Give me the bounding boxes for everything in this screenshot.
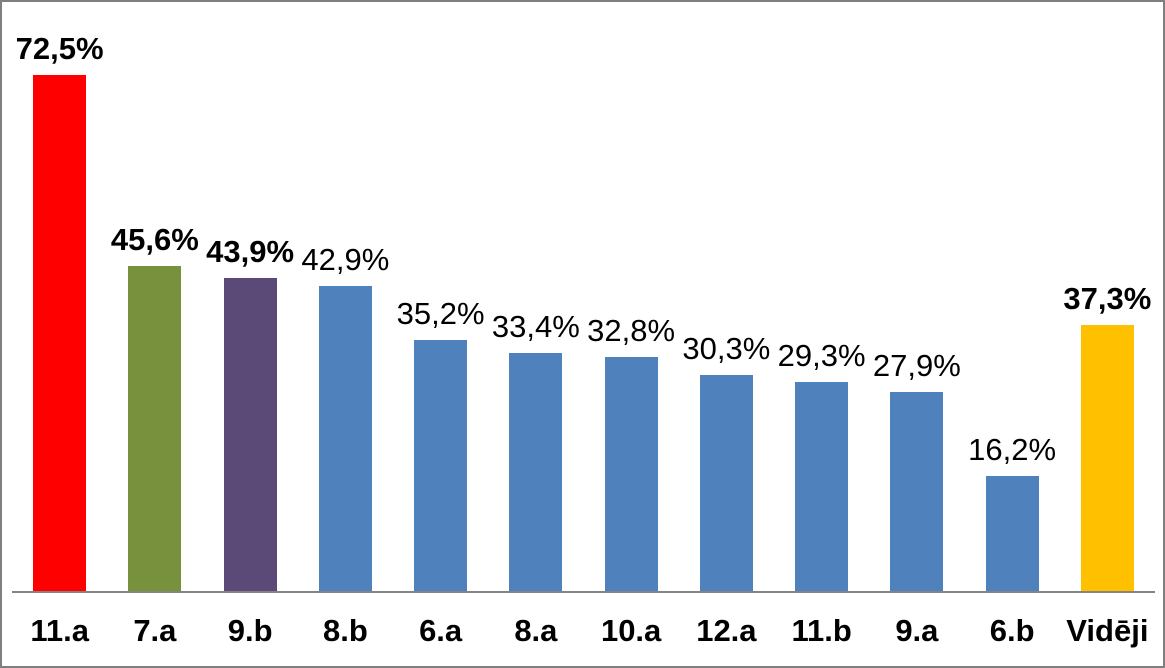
bar-value-label: 32,8% — [587, 313, 676, 348]
x-axis-tick-label: 10.a — [600, 613, 662, 648]
bar-group: 16,2% — [965, 434, 1060, 591]
bar — [414, 340, 468, 591]
x-axis-tick-label: 8.a — [514, 613, 558, 648]
bar-value-label: 37,3% — [1063, 281, 1152, 316]
bar-group: 37,3% — [1060, 283, 1155, 591]
x-axis-tick-label: Vidēji — [1066, 613, 1149, 648]
bar-group: 32,8% — [584, 315, 679, 591]
bar-value-label: 35,2% — [396, 296, 485, 331]
bar-value-label: 72,5% — [15, 31, 104, 66]
bar-group: 30,3% — [679, 333, 774, 591]
bar — [318, 286, 372, 591]
bar — [985, 476, 1039, 591]
bar-value-label: 30,3% — [682, 331, 771, 366]
bar-group: 72,5% — [12, 33, 107, 591]
x-axis: 11.a 7.a 9.b 8.b 6.a 8.a 10.a 12.a 11.b … — [12, 595, 1155, 666]
bar-group: 35,2% — [393, 298, 488, 591]
bar — [223, 278, 277, 591]
bar — [890, 392, 944, 591]
bar-value-label: 45,6% — [110, 222, 199, 257]
bar-group: 43,9% — [203, 236, 298, 591]
bar-group: 45,6% — [107, 224, 202, 591]
x-axis-tick-label: 9.b — [227, 613, 273, 648]
plot-area: 72,5% 45,6% 43,9% 42,9% 35,2% 33,4% 32,8… — [12, 2, 1155, 593]
x-axis-tick-label: 11.b — [791, 613, 852, 648]
x-axis-tick-label: 9.a — [895, 613, 939, 648]
x-axis-tick-label: 11.a — [30, 613, 89, 648]
bar-value-label: 42,9% — [301, 242, 390, 277]
bar — [128, 266, 182, 591]
bar — [1080, 325, 1134, 591]
bar-group: 29,3% — [774, 340, 869, 591]
bar-value-label: 43,9% — [206, 234, 295, 269]
bar-value-label: 29,3% — [777, 338, 866, 373]
bar-group: 42,9% — [298, 244, 393, 591]
bar — [604, 357, 658, 591]
x-axis-tick-label: 12.a — [696, 613, 757, 648]
x-axis-tick-label: 6.a — [419, 613, 463, 648]
bar — [509, 353, 563, 591]
bar-group: 33,4% — [488, 311, 583, 591]
x-axis-tick-label: 7.a — [133, 613, 177, 648]
bar — [33, 75, 87, 591]
x-axis-tick-label: 8.b — [322, 613, 368, 648]
bar-value-label: 16,2% — [968, 432, 1057, 467]
bar-group: 27,9% — [869, 350, 964, 591]
bar — [795, 382, 849, 591]
bar-value-label: 33,4% — [491, 309, 580, 344]
x-axis-tick-label: 6.b — [989, 613, 1035, 648]
bar-value-label: 27,9% — [872, 348, 961, 383]
bar — [699, 375, 753, 591]
